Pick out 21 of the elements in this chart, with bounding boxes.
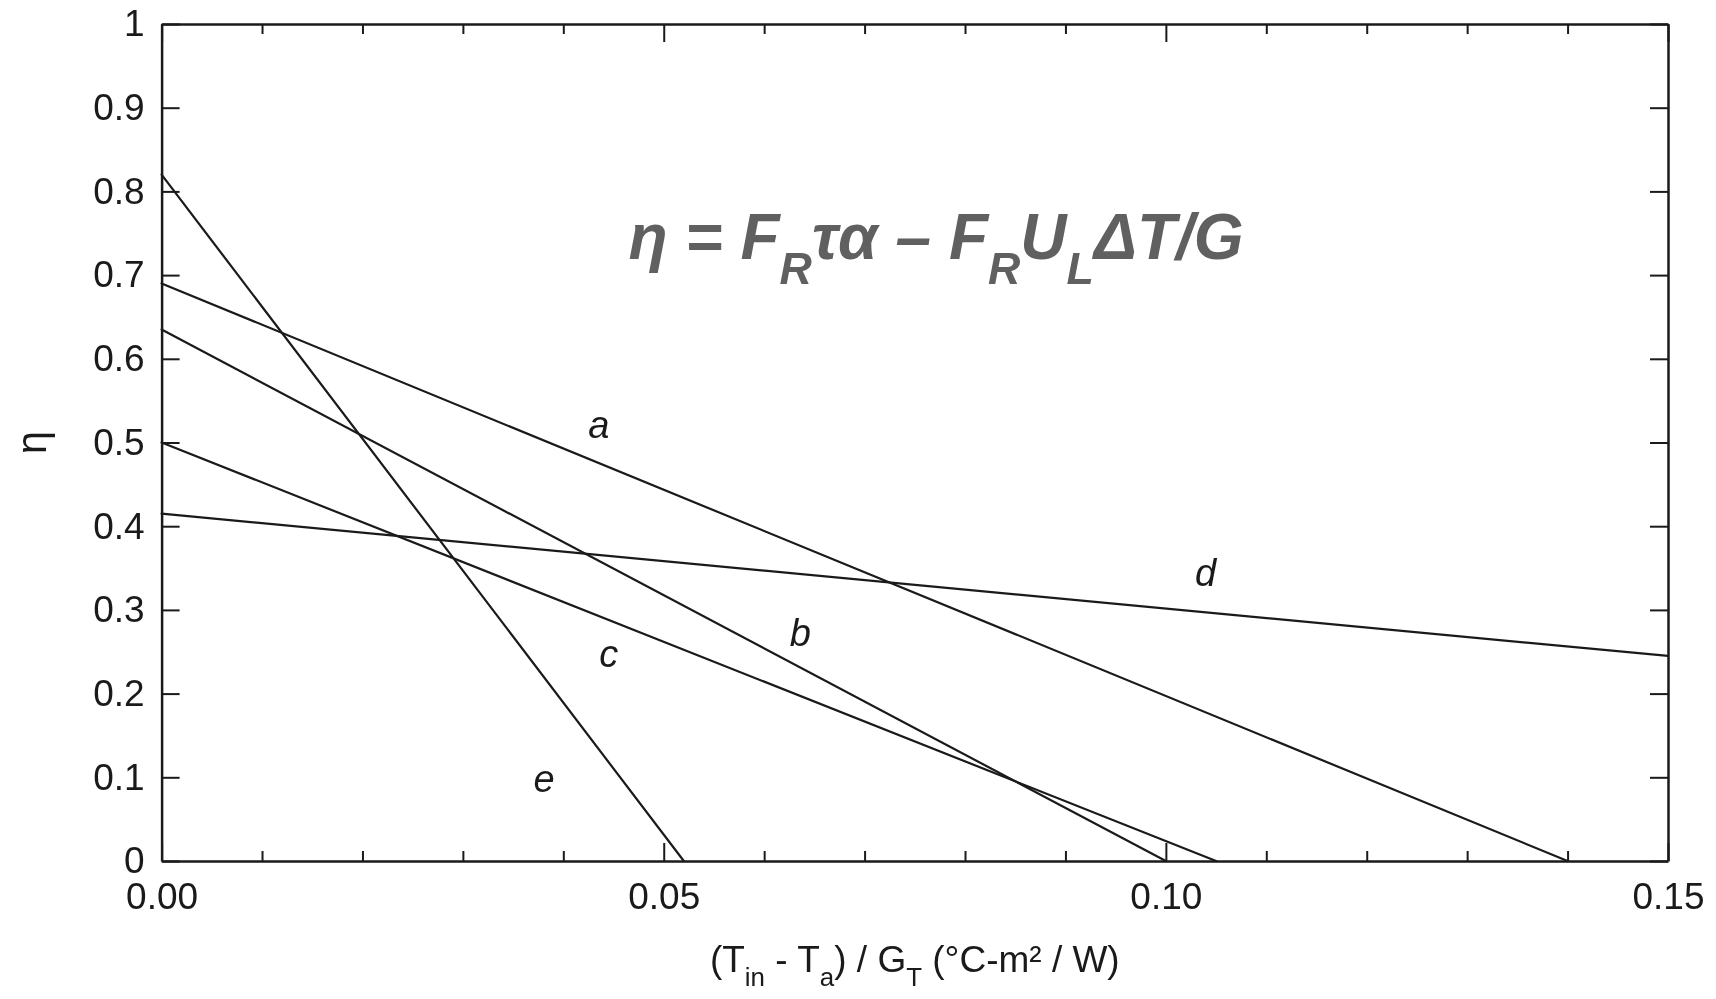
x-tick-label: 0.05 — [628, 876, 701, 918]
x-tick-label: 0.10 — [1130, 876, 1203, 918]
series-label: b — [789, 611, 811, 654]
series-label: e — [533, 757, 555, 800]
y-tick-label: 1 — [124, 3, 145, 45]
y-tick-label: 0.1 — [93, 756, 145, 798]
y-tick-label: 0.7 — [93, 254, 145, 296]
y-tick-label: 0.3 — [93, 589, 145, 631]
annotation: η = F$_{R}$τα – F$_{R}$U$_{L}$ΔT/G — [628, 201, 1244, 293]
y-tick-label: 0.9 — [93, 87, 145, 129]
x-axis-title: (T$_{in}$ - T$_{a}$) / G$_{T}$ (°C-m² / W) — [709, 939, 1120, 991]
y-tick-label: 0.5 — [93, 421, 145, 463]
y-tick-label: 0.2 — [93, 672, 145, 714]
series-label: d — [1194, 552, 1218, 595]
y-tick-label: 0.6 — [93, 338, 145, 380]
series-label: a — [588, 404, 610, 447]
x-tick-label: 0.15 — [1632, 876, 1705, 918]
y-tick-label: 0.8 — [93, 170, 145, 212]
y-axis-title: η — [8, 430, 55, 455]
y-tick-label: 0.4 — [93, 505, 145, 547]
series-label: c — [599, 632, 619, 675]
